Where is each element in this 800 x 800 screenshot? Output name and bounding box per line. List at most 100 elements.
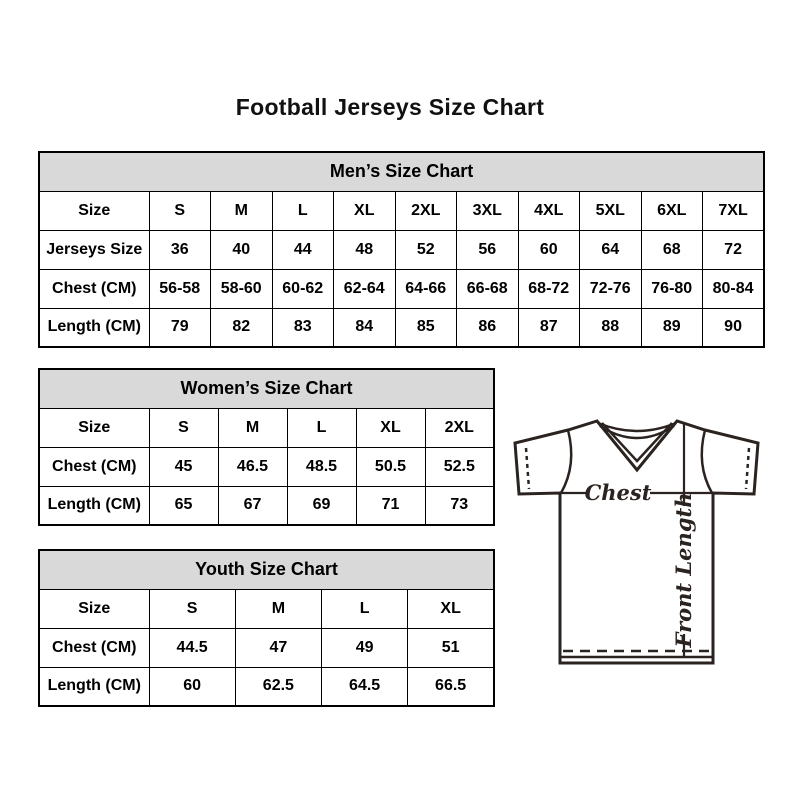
size-cell: XL	[407, 588, 495, 629]
chest-cell: 45	[148, 446, 219, 487]
length-cell: 88	[579, 307, 642, 348]
length-cell: 67	[217, 485, 288, 526]
length-cell: 79	[148, 307, 211, 348]
table-row: Jerseys Size 36 40 44 48 52 56 60 64 68 …	[38, 229, 765, 270]
womens-table-title: Women’s Size Chart	[38, 368, 495, 409]
table-row: Length (CM) 60 62.5 64.5 66.5	[38, 666, 495, 707]
table-row: Size S M L XL	[38, 588, 495, 629]
length-cell: 62.5	[234, 666, 323, 707]
length-cell: 66.5	[407, 666, 495, 707]
length-cell: 85	[394, 307, 457, 348]
row-label: Length (CM)	[38, 485, 150, 526]
chest-cell: 51	[407, 627, 495, 668]
row-label: Length (CM)	[38, 307, 150, 348]
size-cell: S	[148, 588, 236, 629]
row-label: Chest (CM)	[38, 446, 150, 487]
jersey-size-cell: 40	[210, 229, 273, 270]
chest-cell: 62-64	[333, 268, 396, 309]
size-cell: 7XL	[702, 190, 765, 231]
chest-label: Chest	[585, 480, 652, 505]
length-cell: 71	[355, 485, 426, 526]
jersey-size-cell: 48	[333, 229, 396, 270]
chest-cell: 66-68	[456, 268, 519, 309]
table-row: Length (CM) 65 67 69 71 73	[38, 485, 495, 526]
jersey-size-cell: 68	[640, 229, 703, 270]
length-cell: 73	[424, 485, 495, 526]
length-cell: 83	[271, 307, 334, 348]
chest-cell: 48.5	[286, 446, 357, 487]
size-cell: S	[148, 190, 211, 231]
chest-cell: 56-58	[148, 268, 211, 309]
table-header-row: Youth Size Chart	[38, 549, 495, 590]
jersey-size-cell: 72	[702, 229, 765, 270]
size-cell: 5XL	[579, 190, 642, 231]
jersey-outline-icon	[513, 419, 760, 665]
chest-cell: 52.5	[424, 446, 495, 487]
chest-cell: 64-66	[394, 268, 457, 309]
length-cell: 90	[702, 307, 765, 348]
mens-size-table: Men’s Size Chart Size S M L XL 2XL 3XL 4…	[38, 151, 766, 348]
table-row: Size S M L XL 2XL	[38, 407, 495, 448]
length-cell: 69	[286, 485, 357, 526]
length-cell: 82	[210, 307, 273, 348]
chest-cell: 44.5	[148, 627, 236, 668]
youth-table-title: Youth Size Chart	[38, 549, 495, 590]
right-cuff-dash	[744, 447, 751, 490]
chest-cell: 47	[234, 627, 323, 668]
size-cell: S	[148, 407, 219, 448]
row-label: Size	[38, 407, 150, 448]
size-cell: L	[320, 588, 409, 629]
size-cell: M	[234, 588, 323, 629]
front-length-label: Front Length	[671, 493, 696, 649]
jersey-size-cell: 64	[579, 229, 642, 270]
jersey-size-cell: 60	[517, 229, 580, 270]
chest-cell: 76-80	[640, 268, 703, 309]
size-cell: 4XL	[517, 190, 580, 231]
page-title: Football Jerseys Size Chart	[235, 94, 545, 120]
size-cell: L	[271, 190, 334, 231]
length-cell: 60	[148, 666, 236, 707]
table-row: Chest (CM) 44.5 47 49 51	[38, 627, 495, 668]
chest-cell: 80-84	[702, 268, 765, 309]
chest-cell: 50.5	[355, 446, 426, 487]
size-cell: M	[217, 407, 288, 448]
left-armhole-seam	[559, 429, 573, 494]
table-row: Size S M L XL 2XL 3XL 4XL 5XL 6XL 7XL	[38, 190, 765, 231]
chest-cell: 49	[320, 627, 409, 668]
chest-cell: 68-72	[517, 268, 580, 309]
table-header-row: Women’s Size Chart	[38, 368, 495, 409]
row-label: Size	[38, 588, 150, 629]
jersey-measurement-diagram: Chest Front Length	[513, 419, 760, 665]
size-cell: 3XL	[456, 190, 519, 231]
length-cell: 84	[333, 307, 396, 348]
size-cell: 2XL	[394, 190, 457, 231]
chest-cell: 46.5	[217, 446, 288, 487]
youth-size-table: Youth Size Chart Size S M L XL Chest (CM…	[38, 549, 495, 707]
length-cell: 86	[456, 307, 519, 348]
row-label: Size	[38, 190, 150, 231]
table-header-row: Men’s Size Chart	[38, 151, 765, 192]
length-cell: 64.5	[320, 666, 409, 707]
jersey-size-cell: 44	[271, 229, 334, 270]
table-row: Chest (CM) 56-58 58-60 60-62 62-64 64-66…	[38, 268, 765, 309]
mens-table-title: Men’s Size Chart	[38, 151, 765, 192]
size-cell: XL	[333, 190, 396, 231]
table-row: Length (CM) 79 82 83 84 85 86 87 88 89 9…	[38, 307, 765, 348]
size-cell: M	[210, 190, 273, 231]
size-cell: XL	[355, 407, 426, 448]
womens-size-table: Women’s Size Chart Size S M L XL 2XL Che…	[38, 368, 496, 526]
chest-cell: 72-76	[579, 268, 642, 309]
jersey-size-cell: 56	[456, 229, 519, 270]
jersey-size-cell: 52	[394, 229, 457, 270]
length-cell: 65	[148, 485, 219, 526]
row-label: Length (CM)	[38, 666, 150, 707]
size-cell: 2XL	[424, 407, 495, 448]
length-cell: 89	[640, 307, 703, 348]
size-cell: L	[286, 407, 357, 448]
chest-cell: 60-62	[271, 268, 334, 309]
jersey-size-cell: 36	[148, 229, 211, 270]
chest-cell: 58-60	[210, 268, 273, 309]
row-label: Jerseys Size	[38, 229, 150, 270]
collar-v-inner	[601, 422, 673, 463]
